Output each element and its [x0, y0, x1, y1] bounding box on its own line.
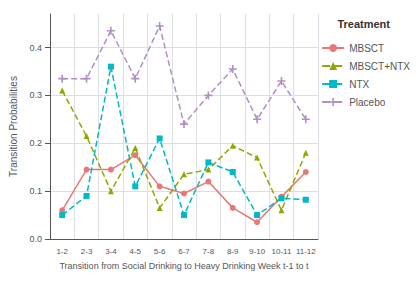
svg-text:0.1: 0.1 — [29, 186, 42, 196]
svg-text:Placebo: Placebo — [349, 97, 386, 108]
svg-text:5-6: 5-6 — [154, 247, 166, 256]
svg-text:0.4: 0.4 — [29, 43, 42, 53]
svg-text:0.2: 0.2 — [29, 138, 42, 148]
svg-text:Treatment: Treatment — [337, 18, 390, 30]
svg-text:7-8: 7-8 — [203, 247, 215, 256]
svg-text:Transition from Social Drinkin: Transition from Social Drinking to Heavy… — [59, 261, 309, 271]
svg-text:6-7: 6-7 — [178, 247, 190, 256]
svg-text:0.0: 0.0 — [29, 234, 42, 244]
svg-text:10-11: 10-11 — [272, 247, 292, 256]
svg-text:11-12: 11-12 — [296, 247, 316, 256]
svg-text:1-2: 1-2 — [56, 247, 68, 256]
svg-text:9-10: 9-10 — [249, 247, 266, 256]
svg-text:MBSCT+NTX: MBSCT+NTX — [349, 61, 410, 72]
svg-text:MBSCT: MBSCT — [349, 43, 384, 54]
svg-text:Transition Probabilities: Transition Probabilities — [8, 76, 19, 177]
svg-text:4-5: 4-5 — [129, 247, 141, 256]
svg-text:3-4: 3-4 — [105, 247, 117, 256]
svg-text:8-9: 8-9 — [227, 247, 239, 256]
svg-text:2-3: 2-3 — [81, 247, 93, 256]
svg-text:NTX: NTX — [349, 79, 369, 90]
svg-text:0.3: 0.3 — [29, 90, 42, 100]
